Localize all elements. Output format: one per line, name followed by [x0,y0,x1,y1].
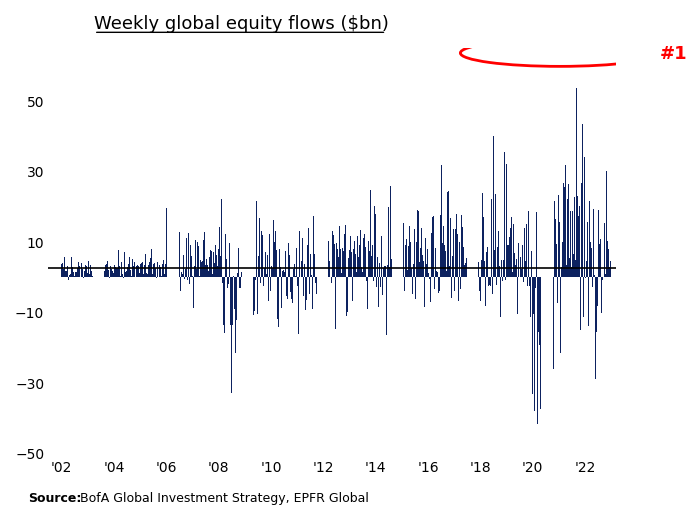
Text: Weekly global equity flows ($bn): Weekly global equity flows ($bn) [94,14,389,33]
Text: #1: #1 [659,45,687,63]
Text: BofA Global Investment Strategy, EPFR Global: BofA Global Investment Strategy, EPFR Gl… [80,491,370,504]
Text: Source:: Source: [28,491,81,504]
